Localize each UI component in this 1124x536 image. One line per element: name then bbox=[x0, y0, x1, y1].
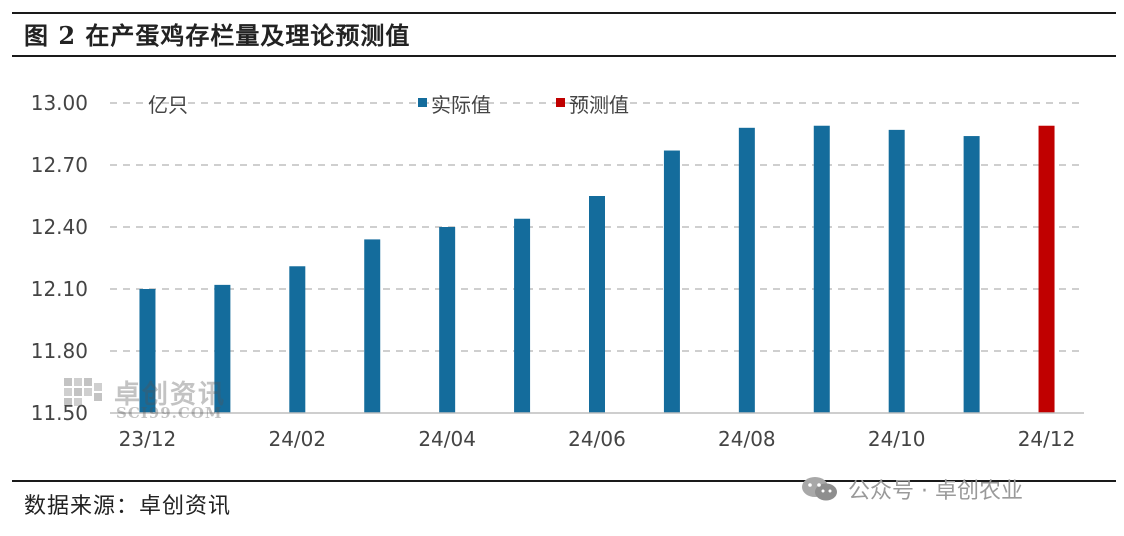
bar-actual bbox=[364, 239, 381, 413]
bar-forecast bbox=[1038, 125, 1055, 413]
y-tick-label: 11.50 bbox=[31, 401, 88, 425]
legend-swatch-actual bbox=[418, 98, 427, 107]
x-tick-label: 24/04 bbox=[418, 427, 476, 451]
bar-actual bbox=[139, 289, 156, 413]
legend-swatch-forecast bbox=[556, 98, 565, 107]
x-tick-label: 23/12 bbox=[119, 427, 177, 451]
bar-chart: 11.50 11.80 12.10 12.40 12.70 13.00 23/12 24/02… bbox=[31, 91, 1084, 451]
watermark: 卓创资讯 SCI99.COM bbox=[64, 372, 274, 424]
legend-label-forecast: 预测值 bbox=[569, 93, 629, 117]
legend: 实际值 预测值 bbox=[418, 93, 629, 117]
y-tick-label: 12.70 bbox=[31, 153, 88, 177]
watermark-en: SCI99.COM bbox=[116, 404, 223, 422]
y-tick-label: 12.10 bbox=[31, 277, 88, 301]
bar-actual bbox=[514, 218, 531, 413]
bar-actual bbox=[439, 227, 456, 413]
x-tick-label: 24/12 bbox=[1018, 427, 1076, 451]
bar-actual bbox=[289, 266, 306, 413]
logo-icon bbox=[64, 378, 102, 406]
data-source: 数据来源：卓创资讯 bbox=[24, 494, 232, 519]
bar-actual bbox=[813, 125, 830, 413]
figure-title: 图 2 在产蛋鸡存栏量及理论预测值 bbox=[24, 21, 411, 50]
watermark-cn: 卓创资讯 bbox=[114, 380, 227, 410]
x-tick-label: 24/08 bbox=[718, 427, 776, 451]
legend-label-actual: 实际值 bbox=[431, 93, 491, 117]
axis-labels: 11.50 11.80 12.10 12.40 12.70 13.00 23/12 24/02… bbox=[31, 91, 1076, 451]
wechat-icon bbox=[802, 477, 837, 501]
x-tick-label: 24/10 bbox=[868, 427, 926, 451]
bar-actual bbox=[589, 196, 605, 413]
x-tick-label: 24/06 bbox=[568, 427, 626, 451]
bar-actual bbox=[663, 150, 680, 413]
top-rule bbox=[12, 12, 1116, 14]
unit-label: 亿只 bbox=[148, 93, 188, 117]
bar-actual bbox=[738, 127, 755, 414]
bar-actual bbox=[214, 284, 231, 413]
bar-actual bbox=[888, 129, 905, 413]
title-rule bbox=[12, 55, 1116, 57]
x-tick-label: 24/02 bbox=[268, 427, 326, 451]
y-tick-label: 12.40 bbox=[31, 215, 88, 239]
bars bbox=[139, 125, 1055, 414]
wechat-badge: 公众号 · 卓创农业 bbox=[800, 474, 1023, 504]
y-tick-label: 13.00 bbox=[31, 91, 88, 115]
y-tick-label: 11.80 bbox=[31, 339, 88, 363]
wechat-text: 公众号 · 卓创农业 bbox=[848, 479, 1023, 504]
bar-actual bbox=[963, 136, 980, 414]
source-rule bbox=[12, 480, 1116, 482]
